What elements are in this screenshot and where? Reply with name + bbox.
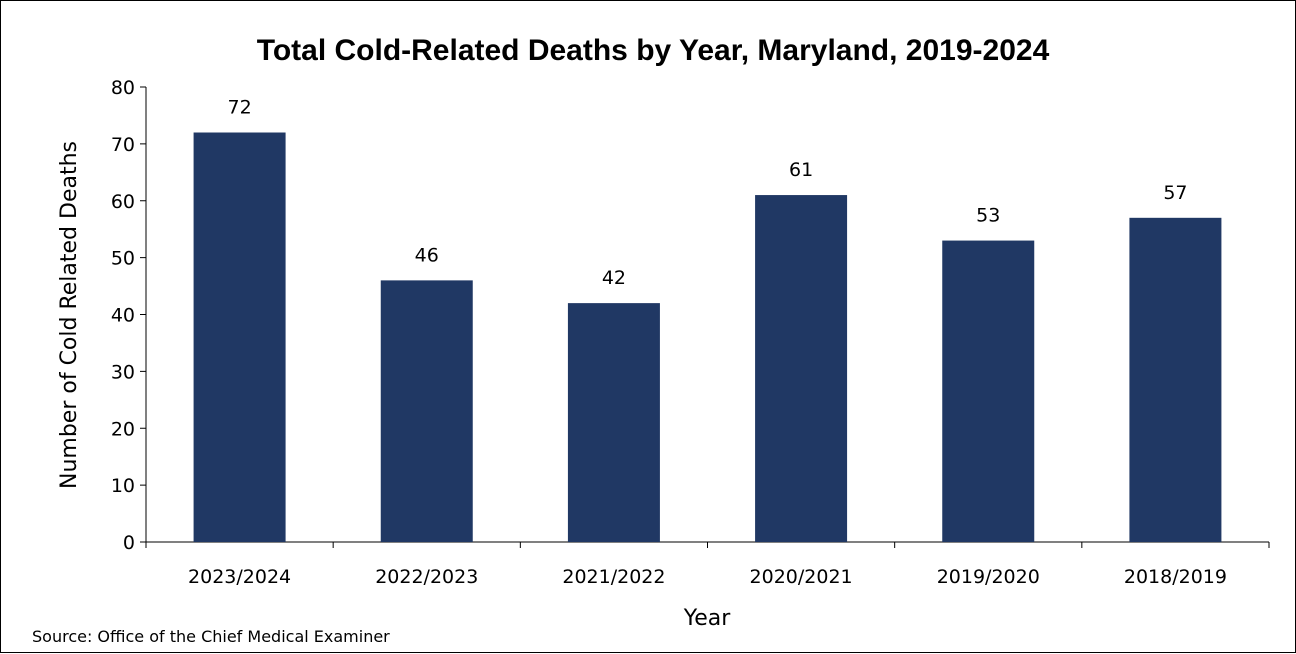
x-tick-label: 2023/2024 bbox=[188, 566, 291, 588]
y-tick-label: 60 bbox=[111, 191, 135, 213]
y-axis: 0 10 20 30 40 50 60 70 80 bbox=[111, 77, 147, 554]
x-tick-label: 2020/2021 bbox=[750, 566, 853, 588]
bar bbox=[193, 132, 286, 542]
bar bbox=[942, 240, 1035, 542]
x-tick-label: 2021/2022 bbox=[562, 566, 665, 588]
y-tick-label: 70 bbox=[111, 134, 135, 156]
data-label: 46 bbox=[415, 244, 439, 266]
data-label: 53 bbox=[976, 205, 1000, 227]
y-tick-label: 30 bbox=[111, 361, 135, 383]
source-note: Source: Office of the Chief Medical Exam… bbox=[32, 627, 390, 646]
data-label: 42 bbox=[602, 267, 626, 289]
x-tick-label: 2018/2019 bbox=[1124, 566, 1227, 588]
y-axis-title: Number of Cold Related Deaths bbox=[57, 141, 82, 489]
y-tick-label: 80 bbox=[111, 77, 135, 99]
data-label: 57 bbox=[1163, 182, 1187, 204]
bar bbox=[567, 303, 660, 542]
bar bbox=[1129, 217, 1222, 542]
bar bbox=[380, 280, 473, 542]
y-tick-label: 0 bbox=[123, 532, 135, 554]
x-axis-title: Year bbox=[683, 606, 732, 631]
bars bbox=[193, 132, 1222, 542]
chart-title: Total Cold-Related Deaths by Year, Maryl… bbox=[257, 34, 1050, 67]
data-label: 72 bbox=[227, 97, 251, 119]
x-tick-label: 2022/2023 bbox=[375, 566, 478, 588]
y-tick-label: 40 bbox=[111, 305, 135, 327]
y-tick-label: 20 bbox=[111, 418, 135, 440]
x-tick-label: 2019/2020 bbox=[937, 566, 1040, 588]
y-tick-label: 10 bbox=[111, 475, 135, 497]
x-axis: 2023/2024 2022/2023 2021/2022 2020/2021 2019… bbox=[145, 541, 1270, 588]
bar bbox=[755, 195, 848, 542]
y-tick-label: 50 bbox=[111, 248, 135, 270]
data-label: 61 bbox=[789, 159, 813, 181]
data-labels: 72 46 42 61 53 57 bbox=[227, 97, 1187, 290]
